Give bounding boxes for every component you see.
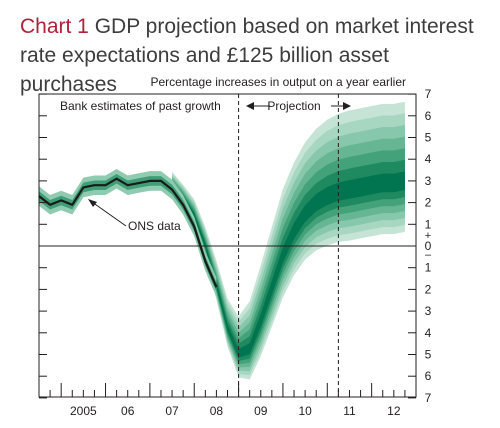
x-tick-label: 08 — [210, 404, 224, 418]
projection-dividers — [238, 94, 339, 397]
x-tick-label: 06 — [121, 404, 135, 418]
y-tick-label: 2 — [425, 196, 432, 210]
y-tick-label: 4 — [425, 326, 432, 340]
y-tick-label: 7 — [425, 87, 432, 101]
minus-sign: – — [425, 249, 432, 261]
y-tick-label: 6 — [425, 109, 432, 123]
x-tick-label: 09 — [254, 404, 268, 418]
y-tick-label: 6 — [425, 369, 432, 383]
y-tick-label: 4 — [425, 152, 432, 166]
chart-title: Chart 1 GDP projection based on market i… — [20, 12, 490, 99]
chart-subtitle: Percentage increases in output on a year… — [151, 75, 407, 89]
projection-arrow-right — [343, 102, 351, 110]
ons-data-line — [38, 177, 218, 288]
chart-title-text: GDP projection based on market interest … — [20, 15, 474, 96]
plus-sign: + — [425, 230, 431, 242]
projection-arrow-left — [246, 102, 254, 110]
x-tick-label: 10 — [298, 404, 312, 418]
x-tick-label: 07 — [165, 404, 179, 418]
x-tick-label: 2005 — [70, 404, 97, 418]
y-tick-label: 0 — [425, 239, 432, 253]
y-tick-label: 3 — [425, 174, 432, 188]
projection-label: Projection — [267, 99, 320, 113]
y-tick-label: 2 — [425, 282, 432, 296]
past-growth-label: Bank estimates of past growth — [60, 99, 221, 113]
ons-series — [38, 177, 218, 288]
y-tick-label: 1 — [425, 261, 432, 275]
x-tick-label: 11 — [343, 404, 356, 418]
y-tick-label: 5 — [425, 131, 432, 145]
x-tick-label: 12 — [387, 404, 401, 418]
y-tick-label: 5 — [425, 348, 432, 362]
fan-bands — [39, 101, 405, 380]
y-tick-label: 1 — [425, 217, 432, 231]
chart-labels: Percentage increases in output on a year… — [60, 75, 406, 233]
ons-pointer-arrowhead — [88, 199, 97, 207]
ons-pointer — [91, 201, 127, 227]
y-tick-label: 3 — [425, 304, 432, 318]
fan-band-7 — [172, 171, 405, 358]
y-tick-label: 7 — [425, 391, 432, 405]
past-band-1 — [39, 169, 217, 297]
ons-data-label: ONS data — [128, 219, 181, 233]
chart-number: Chart 1 — [20, 15, 89, 38]
